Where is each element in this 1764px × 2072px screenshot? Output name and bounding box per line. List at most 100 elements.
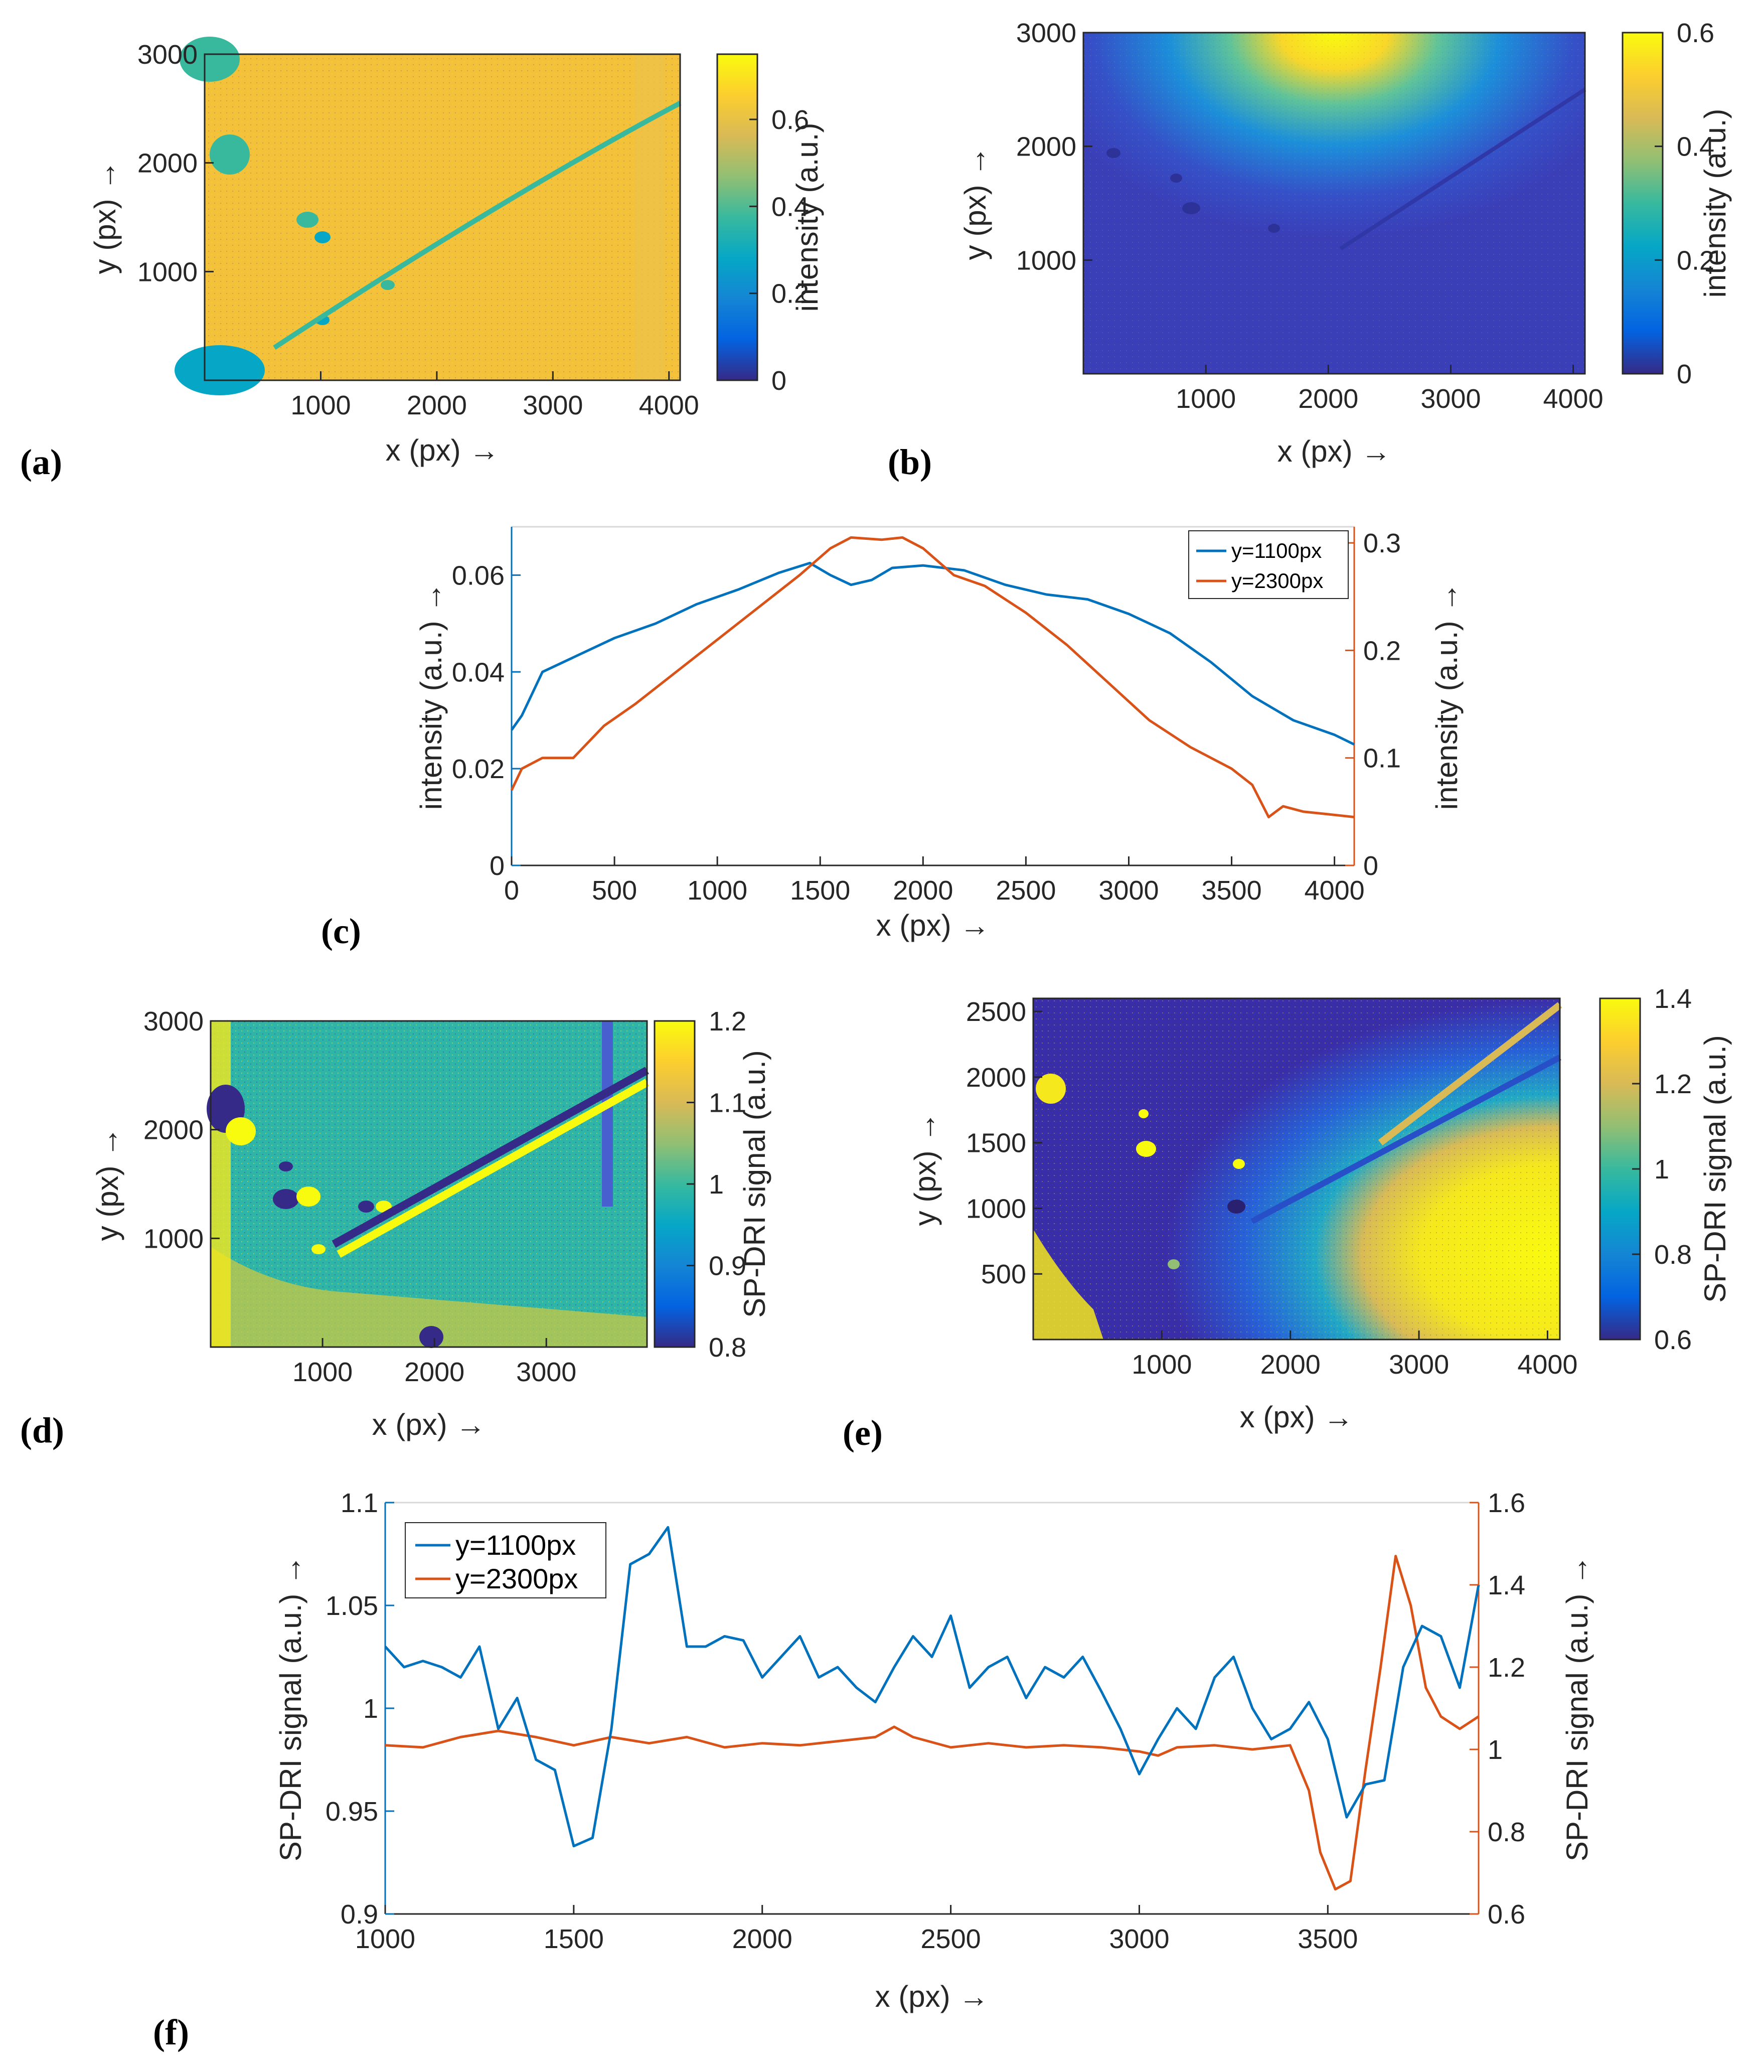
f-xtick-label: 3500 [1298,1924,1358,1954]
panel-e: 1000 2000 3000 4000 500 1000 1500 2000 2500 x (px… [843,984,1732,1453]
a-heatmap-noise [205,54,680,380]
e-defect-spot [1136,1141,1156,1157]
f-ylabel-left: SP-DRI signal (a.u.) → [274,1555,307,1861]
panel-c: 0 500 1000 1500 2000 2500 3000 3500 400000.020.0… [321,526,1464,951]
c-series-line-y2300 [510,536,1355,819]
a-cb-tick-label: 0.6 [771,105,809,135]
c-legend-entry-y2300: y=2300px [1231,569,1323,593]
d-defect-spot [279,1161,293,1171]
f-legend-entry-y2300: y=2300px [455,1563,578,1594]
e-fiber-upper-edge [1378,1002,1562,1146]
b-ylabel: y (px) → [958,146,992,260]
d-defect-spot [358,1201,374,1213]
f-right-ytick-label: 1.4 [1488,1570,1525,1600]
d-ylabel: y (px) → [91,1127,124,1241]
c-legend-box [1188,530,1349,599]
c-xtick-label: 2500 [996,875,1056,906]
d-defect-spot [419,1326,443,1348]
d-xtick-label: 3000 [516,1357,576,1387]
e-xtick-label: 1000 [1132,1350,1192,1380]
c-xtick-label: 1500 [790,875,850,906]
e-xtick-label: 3000 [1389,1350,1449,1380]
d-ytick-label: 1000 [143,1224,204,1254]
f-xtick-label: 2500 [921,1924,981,1954]
e-corner-bright [1033,1229,1103,1340]
d-left-edge [211,1021,231,1347]
b-panel-label: (b) [888,442,932,482]
f-left-ytick-label: 0.9 [341,1899,378,1930]
c-xlabel: x (px) → [876,909,990,942]
d-fiber-dark-edge [332,1067,649,1248]
c-xtick-label: 500 [592,875,637,906]
e-ytick-label: 1000 [966,1194,1026,1224]
c-xtick-label: 2000 [893,875,953,906]
f-left-ytick-label: 1.05 [326,1591,378,1621]
f-right-ytick-label: 1.2 [1488,1653,1525,1683]
f-right-ytick-label: 0.8 [1488,1817,1525,1847]
d-defect-spot [311,1244,326,1254]
c-left-ytick-label: 0.02 [452,754,505,784]
e-defect-spot [1168,1259,1180,1269]
e-ytick-label: 2000 [966,1063,1026,1093]
f-right-ytick-label: 1 [1488,1735,1503,1765]
a-fiber-line [273,101,682,350]
f-legend-entry-y1100: y=1100px [455,1529,576,1561]
c-legend-entry-y1100: y=1100px [1231,539,1322,562]
a-xtick-label: 1000 [290,390,351,420]
d-vertical-band [602,1021,613,1207]
d-cb-tick-label: 1 [709,1169,724,1200]
d-xtick-label: 1000 [292,1357,353,1387]
a-xtick-label: 2000 [407,390,467,420]
b-xtick-label: 1000 [1176,384,1236,414]
b-colorbar [1622,32,1664,375]
e-colorbar-label: SP-DRI signal (a.u.) [1698,1035,1732,1303]
e-defect-spot [1036,1074,1066,1104]
f-xlabel: x (px) → [875,1980,989,2013]
e-heatmap-noise [1033,998,1560,1340]
f-series-line-y1100 [384,1526,1480,1848]
e-cb-tick-label: 0.6 [1654,1325,1692,1355]
b-defect-spot [1106,148,1120,158]
a-corner-feature [180,37,240,82]
d-defect-spot [296,1187,320,1207]
f-xtick-label: 2000 [732,1924,792,1954]
a-cb-tick-label: 0 [771,366,786,396]
e-cb-tick-label: 1.4 [1654,984,1692,1014]
d-fiber-bright-edge [337,1079,649,1258]
b-cb-tick-label: 0.2 [1677,245,1714,275]
a-cb-tick-label: 0.4 [771,192,809,222]
a-xlabel: x (px) → [386,433,500,467]
e-ylabel: y (px) → [908,1112,942,1226]
a-ytick-label: 3000 [137,40,198,70]
f-xtick-label: 3000 [1109,1924,1169,1954]
c-left-ytick-label: 0.06 [452,560,505,590]
a-vertical-band [635,54,665,380]
e-cb-tick-label: 1 [1654,1154,1669,1185]
b-heatmap-noise [1083,33,1585,374]
b-defect-spot [1268,224,1280,233]
f-series-line-y2300 [385,1555,1480,1891]
c-xtick-label: 3000 [1098,875,1159,906]
b-defect-spot [1182,202,1200,214]
d-colorbar-label: SP-DRI signal (a.u.) [738,1050,771,1318]
d-cb-tick-label: 1.1 [709,1088,746,1118]
b-cb-tick-label: 0.6 [1677,18,1714,48]
a-panel-label: (a) [20,442,62,482]
d-defect-spot [273,1189,299,1209]
c-xtick-label: 4000 [1305,875,1365,906]
c-series-line-y1100 [510,561,1355,746]
c-xtick-label: 0 [504,875,519,906]
e-defect-spot [1233,1159,1245,1169]
e-panel-label: (e) [843,1413,883,1453]
b-defect-spot [1170,174,1182,183]
a-defect-spot [314,231,331,243]
panel-d: 1000 2000 3000 1000 2000 3000 x (px) → y (px) →… [20,1006,771,1450]
d-ytick-label: 3000 [143,1006,204,1037]
c-right-ytick-label: 0.3 [1363,528,1401,558]
f-left-ytick-label: 1.1 [341,1488,378,1518]
e-xtick-label: 2000 [1260,1350,1321,1380]
b-ytick-label: 1000 [1016,245,1076,275]
c-left-ytick-label: 0.04 [452,657,505,687]
d-cb-tick-label: 0.9 [709,1251,746,1281]
d-cb-tick-label: 0.8 [709,1333,746,1363]
